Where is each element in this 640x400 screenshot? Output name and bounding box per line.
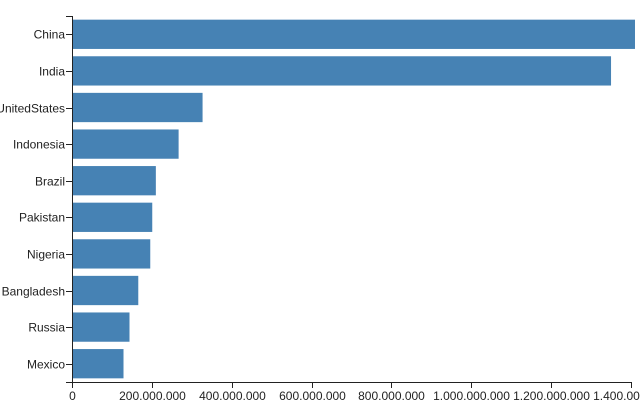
x-tick-label: 600,000,000 — [279, 389, 346, 400]
y-tick-label: Pakistan — [19, 211, 65, 225]
bar-indonesia — [72, 129, 179, 159]
bar-russia — [72, 312, 130, 342]
x-tick-label: 200,000,000 — [119, 389, 186, 400]
y-tick-label: China — [34, 28, 66, 42]
bar-pakistan — [72, 202, 153, 232]
y-tick-label: Russia — [28, 321, 65, 335]
bars-group — [72, 19, 635, 379]
bar-nigeria — [72, 239, 151, 269]
bar-china — [72, 19, 635, 49]
x-tick-label: 800,000,000 — [358, 389, 425, 400]
x-axis: 0 200,000,000 400,000,000 600,000,000 800,00… — [69, 382, 640, 400]
bar-unitedstates — [72, 92, 203, 123]
x-tick-label: 0 — [69, 389, 76, 400]
y-tick-label: Brazil — [35, 175, 65, 189]
y-tick-label: Mexico — [27, 358, 65, 372]
y-tick-label: UnitedStates — [0, 102, 65, 116]
y-tick-label: Bangladesh — [2, 285, 65, 299]
bar-india — [72, 56, 612, 86]
bar-brazil — [72, 166, 156, 196]
x-axis-line — [72, 382, 632, 388]
y-axis-line — [66, 16, 73, 383]
x-tick-label: 400,000,000 — [199, 389, 266, 400]
x-tick-label: 1,200,000,000 — [513, 389, 590, 400]
y-tick-label: Nigeria — [27, 248, 65, 262]
y-axis: China India UnitedStates Indonesia Brazil Pak… — [0, 16, 73, 383]
x-tick-label: 1,400,000,000 — [593, 389, 640, 400]
y-tick-label: Indonesia — [13, 138, 65, 152]
bar-mexico — [72, 349, 124, 379]
y-tick-label: India — [39, 65, 65, 79]
x-tick-label: 1,000,000,000 — [433, 389, 510, 400]
bar-bangladesh — [72, 275, 139, 306]
